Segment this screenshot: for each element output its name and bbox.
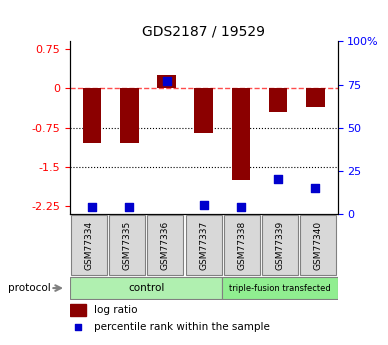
Text: GSM77335: GSM77335 [123,220,132,269]
FancyBboxPatch shape [70,277,222,299]
FancyBboxPatch shape [186,215,222,275]
Text: GSM77334: GSM77334 [85,220,94,269]
Text: GSM77339: GSM77339 [276,220,285,269]
Point [163,78,170,84]
Bar [269,88,288,112]
Point [312,185,318,191]
Bar [83,88,101,143]
FancyBboxPatch shape [71,215,107,275]
Bar [306,88,324,107]
FancyBboxPatch shape [224,215,260,275]
FancyBboxPatch shape [147,215,184,275]
FancyBboxPatch shape [262,215,298,275]
Text: triple-fusion transfected: triple-fusion transfected [229,284,331,293]
Text: control: control [128,283,164,293]
Text: GSM77336: GSM77336 [161,220,170,269]
Point [126,204,132,210]
Bar [232,88,250,180]
Point [238,204,244,210]
Bar [70,304,86,316]
Point [89,204,95,210]
Text: percentile rank within the sample: percentile rank within the sample [94,322,270,332]
Bar [120,88,139,143]
Text: GSM77337: GSM77337 [199,220,208,269]
Point [275,177,281,182]
FancyBboxPatch shape [109,215,145,275]
FancyBboxPatch shape [222,277,338,299]
Bar [194,88,213,133]
Text: GSM77338: GSM77338 [237,220,246,269]
Title: GDS2187 / 19529: GDS2187 / 19529 [142,25,265,39]
Text: protocol: protocol [8,283,50,293]
Text: log ratio: log ratio [94,305,137,315]
Point [201,203,207,208]
FancyBboxPatch shape [300,215,336,275]
Point [75,324,81,330]
Bar [157,75,176,88]
Text: GSM77340: GSM77340 [314,220,323,269]
